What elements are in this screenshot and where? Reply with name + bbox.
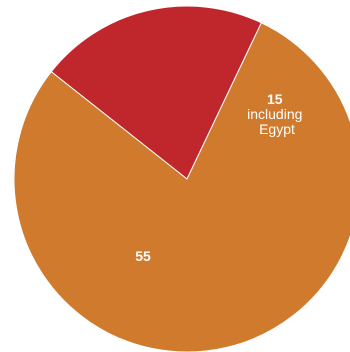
slice-1-description-line-1: including: [247, 106, 302, 122]
pie-labels: 15 including Egypt 55: [135, 91, 307, 264]
slice-1-value-label: 15: [267, 91, 283, 107]
slice-1-description-line-2: Egypt: [259, 121, 295, 137]
pie-slice-1: [50, 5, 263, 180]
slice-1-label: 15 including Egypt: [247, 91, 307, 137]
pie-slices: [13, 5, 350, 352]
slice-2-value-label: 55: [135, 248, 151, 264]
pie-slice-2: [13, 22, 350, 352]
